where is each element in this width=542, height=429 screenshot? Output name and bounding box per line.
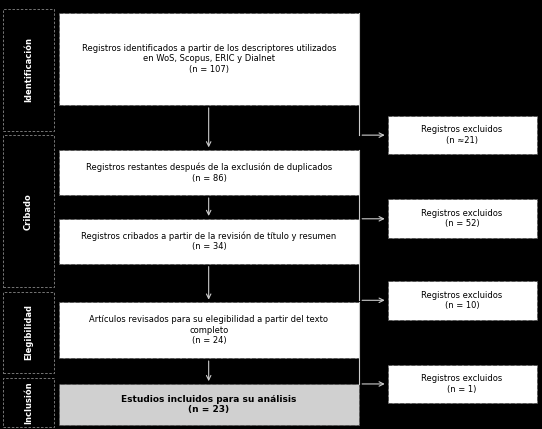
Text: Registros excluidos
(n ≈21): Registros excluidos (n ≈21)	[422, 125, 502, 145]
FancyBboxPatch shape	[59, 13, 359, 105]
Text: Registros excluidos
(n = 10): Registros excluidos (n = 10)	[422, 290, 502, 310]
FancyBboxPatch shape	[59, 219, 359, 264]
Text: Identificación: Identificación	[24, 37, 33, 102]
FancyBboxPatch shape	[59, 384, 359, 425]
FancyBboxPatch shape	[3, 292, 54, 373]
Text: Registros identificados a partir de los descriptores utilizados
en WoS, Scopus, : Registros identificados a partir de los …	[82, 44, 336, 74]
Text: Estudios incluidos para su análisis
(n = 23): Estudios incluidos para su análisis (n =…	[121, 395, 296, 414]
Text: Registros excluidos
(n = 52): Registros excluidos (n = 52)	[422, 209, 502, 229]
FancyBboxPatch shape	[3, 9, 54, 131]
FancyBboxPatch shape	[59, 302, 359, 358]
Text: Registros restantes después de la exclusión de duplicados
(n = 86): Registros restantes después de la exclus…	[86, 163, 332, 183]
Text: Cribado: Cribado	[24, 193, 33, 230]
FancyBboxPatch shape	[388, 281, 537, 320]
FancyBboxPatch shape	[388, 116, 537, 154]
Text: Registros cribados a partir de la revisión de título y resumen
(n = 34): Registros cribados a partir de la revisi…	[81, 231, 337, 251]
Text: Artículos revisados para su elegibilidad a partir del texto
completo
(n = 24): Artículos revisados para su elegibilidad…	[89, 315, 328, 345]
FancyBboxPatch shape	[3, 378, 54, 427]
Text: Elegibilidad: Elegibilidad	[24, 305, 33, 360]
FancyBboxPatch shape	[388, 199, 537, 238]
FancyBboxPatch shape	[59, 150, 359, 195]
FancyBboxPatch shape	[3, 135, 54, 287]
Text: Registros excluidos
(n = 1): Registros excluidos (n = 1)	[422, 374, 502, 394]
FancyBboxPatch shape	[388, 365, 537, 403]
Text: Inclusión: Inclusión	[24, 381, 33, 423]
